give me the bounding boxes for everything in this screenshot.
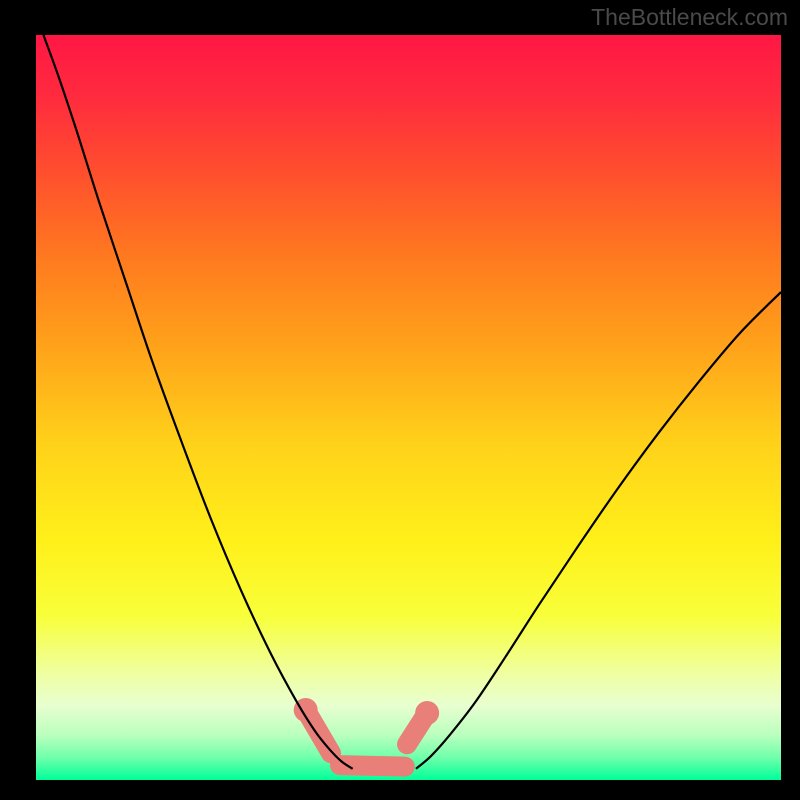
plot-area (36, 35, 781, 780)
gradient-background (36, 35, 781, 780)
chart-container: TheBottleneck.com (0, 0, 800, 800)
marker-dot (415, 701, 439, 725)
watermark-text: TheBottleneck.com (591, 4, 788, 31)
bottleneck-curve-chart (36, 35, 781, 780)
